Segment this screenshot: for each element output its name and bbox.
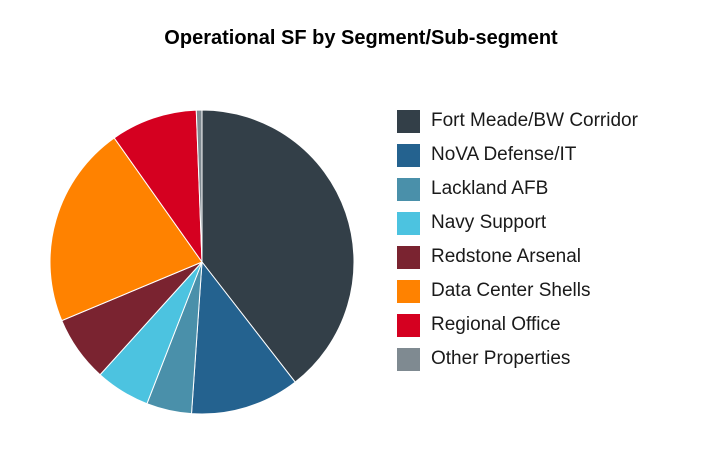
chart-title: Operational SF by Segment/Sub-segment (164, 27, 558, 49)
legend-label: Navy Support (431, 212, 547, 233)
legend-swatch (397, 245, 420, 269)
pie-chart (49, 109, 355, 415)
legend-swatch (397, 279, 420, 303)
legend-item: Regional Office (397, 308, 638, 342)
pie-slice-nova-defense-it (190, 260, 296, 415)
legend-label: Data Center Shells (431, 280, 591, 301)
legend-swatch (397, 109, 420, 133)
legend-label: NoVA Defense/IT (431, 144, 577, 165)
legend-swatch (397, 313, 420, 337)
legend-item: Lackland AFB (397, 172, 638, 206)
legend-item: Redstone Arsenal (397, 240, 638, 274)
legend-item: Navy Support (397, 206, 638, 240)
legend-item: Fort Meade/BW Corridor (397, 104, 638, 138)
legend-label: Regional Office (431, 314, 561, 335)
pie-slice-other-properties (195, 109, 203, 263)
legend-item: NoVA Defense/IT (397, 138, 638, 172)
legend-label: Lackland AFB (431, 178, 549, 199)
pie-slice-fort-meade-bw-corridor (201, 109, 355, 383)
legend-item: Data Center Shells (397, 274, 638, 308)
legend-label: Redstone Arsenal (431, 246, 581, 267)
chart-legend: Fort Meade/BW Corridor NoVA Defense/IT Lac… (397, 104, 638, 376)
pie-slice-data-center-shells (49, 137, 203, 322)
legend-swatch (397, 143, 420, 167)
legend-label: Other Properties (431, 348, 571, 369)
legend-label: Fort Meade/BW Corridor (431, 110, 638, 131)
legend-swatch (397, 177, 420, 201)
pie-slice-regional-office (113, 109, 203, 264)
legend-swatch (397, 347, 420, 371)
legend-swatch (397, 211, 420, 235)
legend-item: Other Properties (397, 342, 638, 376)
